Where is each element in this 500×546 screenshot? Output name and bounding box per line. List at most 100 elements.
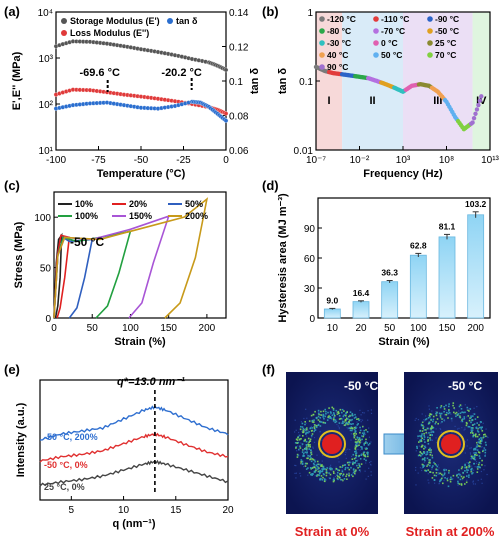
scatter-speckle: [356, 424, 359, 426]
data-point: [476, 102, 481, 108]
scatter-speckle: [322, 416, 324, 418]
data-point: [477, 98, 483, 103]
chart-a-dma: -100 -75 -50 -25 0 10¹ 10² 10³ 10⁴ 0.06 0.08 0.1 0.1…: [11, 8, 261, 180]
scatter-speckle: [428, 449, 430, 451]
scatter-speckle: [328, 467, 331, 470]
scatter-speckle: [318, 413, 320, 416]
beam-halo: [437, 430, 465, 458]
scatter-speckle: [473, 448, 475, 450]
background-speckle: [347, 476, 350, 478]
background-speckle: [368, 427, 370, 429]
scatter-speckle: [436, 418, 439, 420]
scatter-speckle: [300, 461, 302, 463]
scatter-speckle: [446, 479, 449, 482]
scatter-speckle: [417, 435, 419, 437]
scatter-speckle: [314, 425, 317, 427]
scatter-speckle: [352, 462, 355, 464]
scatter-speckle: [344, 424, 347, 427]
region-band: [316, 12, 343, 150]
scatter-speckle: [318, 474, 320, 477]
scatter-speckle: [423, 452, 425, 454]
scatter-speckle: [316, 474, 318, 477]
background-speckle: [426, 464, 428, 466]
scatter-speckle: [333, 416, 335, 419]
background-speckle: [327, 453, 329, 455]
scatter-speckle: [308, 420, 311, 422]
scatter-speckle: [304, 438, 306, 441]
scatter-speckle: [334, 419, 337, 421]
background-speckle: [300, 463, 302, 465]
background-speckle: [425, 464, 427, 466]
scatter-speckle: [348, 427, 350, 429]
legend-label: -50 °C: [435, 26, 459, 36]
scatter-speckle: [423, 434, 425, 437]
background-speckle: [447, 477, 449, 479]
scatter-speckle: [296, 453, 299, 456]
scatter-speckle: [339, 477, 341, 479]
background-speckle: [354, 474, 357, 476]
bar: [381, 281, 399, 319]
scatter-speckle: [338, 415, 341, 417]
legend-label: -110 °C: [381, 14, 409, 24]
x-tick-label: 15: [170, 505, 182, 516]
scatter-speckle: [472, 424, 475, 426]
background-speckle: [352, 472, 354, 474]
scatter-speckle: [421, 445, 423, 448]
background-speckle: [484, 454, 486, 456]
y-tick-label: 10²: [39, 100, 54, 111]
background-speckle: [415, 417, 417, 420]
scatter-speckle: [435, 421, 437, 423]
scatter-speckle: [473, 423, 476, 425]
background-speckle: [421, 444, 423, 446]
background-speckle: [417, 437, 419, 439]
scatter-speckle: [354, 472, 356, 475]
scatter-speckle: [359, 465, 361, 468]
scatter-speckle: [432, 431, 434, 433]
background-speckle: [348, 472, 350, 474]
scatter-speckle: [457, 476, 460, 479]
background-speckle: [435, 411, 437, 413]
legend-marker: [319, 40, 325, 46]
scatter-speckle: [295, 438, 298, 441]
scatter-speckle: [476, 449, 479, 451]
background-speckle: [470, 447, 472, 449]
scatter-speckle: [338, 412, 340, 415]
scatter-speckle: [447, 485, 450, 488]
background-speckle: [459, 473, 461, 475]
scatter-speckle: [341, 470, 344, 473]
scatter-speckle: [358, 438, 361, 441]
scatter-speckle: [423, 436, 426, 438]
scatter-speckle: [478, 441, 480, 444]
background-speckle: [466, 439, 469, 441]
scatter-speckle: [302, 427, 305, 430]
background-speckle: [461, 427, 463, 429]
scatter-speckle: [477, 463, 480, 466]
scatter-speckle: [473, 458, 476, 460]
data-point-storage: [223, 67, 229, 73]
scatter-speckle: [461, 466, 464, 468]
scatter-speckle: [353, 471, 355, 474]
scatter-speckle: [327, 416, 329, 418]
scatter-speckle: [350, 419, 352, 422]
scatter-speckle: [363, 442, 365, 445]
scatter-speckle: [352, 461, 354, 463]
background-speckle: [448, 455, 450, 457]
scatter-speckle: [352, 453, 355, 456]
x-axis-label: Strain (%): [114, 336, 166, 348]
x-tick-label: 0: [223, 155, 229, 166]
scatter-speckle: [436, 407, 438, 409]
scatter-speckle: [310, 468, 312, 470]
background-speckle: [363, 412, 365, 414]
scatter-speckle: [360, 454, 362, 456]
scatter-speckle: [323, 417, 325, 420]
scatter-speckle: [367, 455, 369, 458]
x-tick-label: 10⁸: [439, 155, 454, 166]
scatter-speckle: [343, 410, 345, 412]
scatter-speckle: [420, 424, 423, 427]
scatter-speckle: [353, 457, 356, 460]
background-speckle: [302, 449, 304, 451]
scatter-speckle: [340, 472, 342, 475]
scatter-speckle: [419, 430, 421, 432]
panel-label-c: (c): [4, 178, 20, 193]
scatter-speckle: [450, 478, 453, 480]
